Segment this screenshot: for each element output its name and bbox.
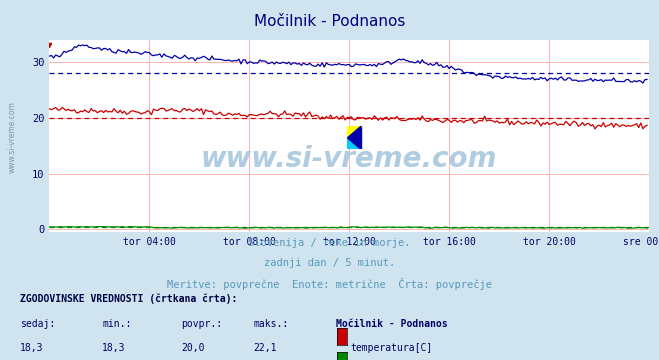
Text: Močilnik - Podnanos: Močilnik - Podnanos xyxy=(254,14,405,29)
Text: sedaj:: sedaj: xyxy=(20,319,55,329)
Text: Slovenija / reke in morje.: Slovenija / reke in morje. xyxy=(248,238,411,248)
Text: Meritve: povprečne  Enote: metrične  Črta: povprečje: Meritve: povprečne Enote: metrične Črta:… xyxy=(167,278,492,290)
Text: 22,1: 22,1 xyxy=(254,343,277,353)
Text: temperatura[C]: temperatura[C] xyxy=(351,343,433,353)
Text: 18,3: 18,3 xyxy=(102,343,126,353)
Text: Močilnik - Podnanos: Močilnik - Podnanos xyxy=(336,319,447,329)
Text: min.:: min.: xyxy=(102,319,132,329)
Text: maks.:: maks.: xyxy=(254,319,289,329)
Polygon shape xyxy=(347,138,361,149)
Polygon shape xyxy=(347,126,361,149)
Text: zadnji dan / 5 minut.: zadnji dan / 5 minut. xyxy=(264,258,395,268)
Text: ZGODOVINSKE VREDNOSTI (črtkana črta):: ZGODOVINSKE VREDNOSTI (črtkana črta): xyxy=(20,293,237,304)
Text: 20,0: 20,0 xyxy=(181,343,205,353)
Polygon shape xyxy=(347,126,361,138)
Text: 18,3: 18,3 xyxy=(20,343,43,353)
Text: povpr.:: povpr.: xyxy=(181,319,222,329)
Polygon shape xyxy=(347,126,361,149)
Text: www.si-vreme.com: www.si-vreme.com xyxy=(201,145,498,173)
Text: www.si-vreme.com: www.si-vreme.com xyxy=(8,101,17,173)
